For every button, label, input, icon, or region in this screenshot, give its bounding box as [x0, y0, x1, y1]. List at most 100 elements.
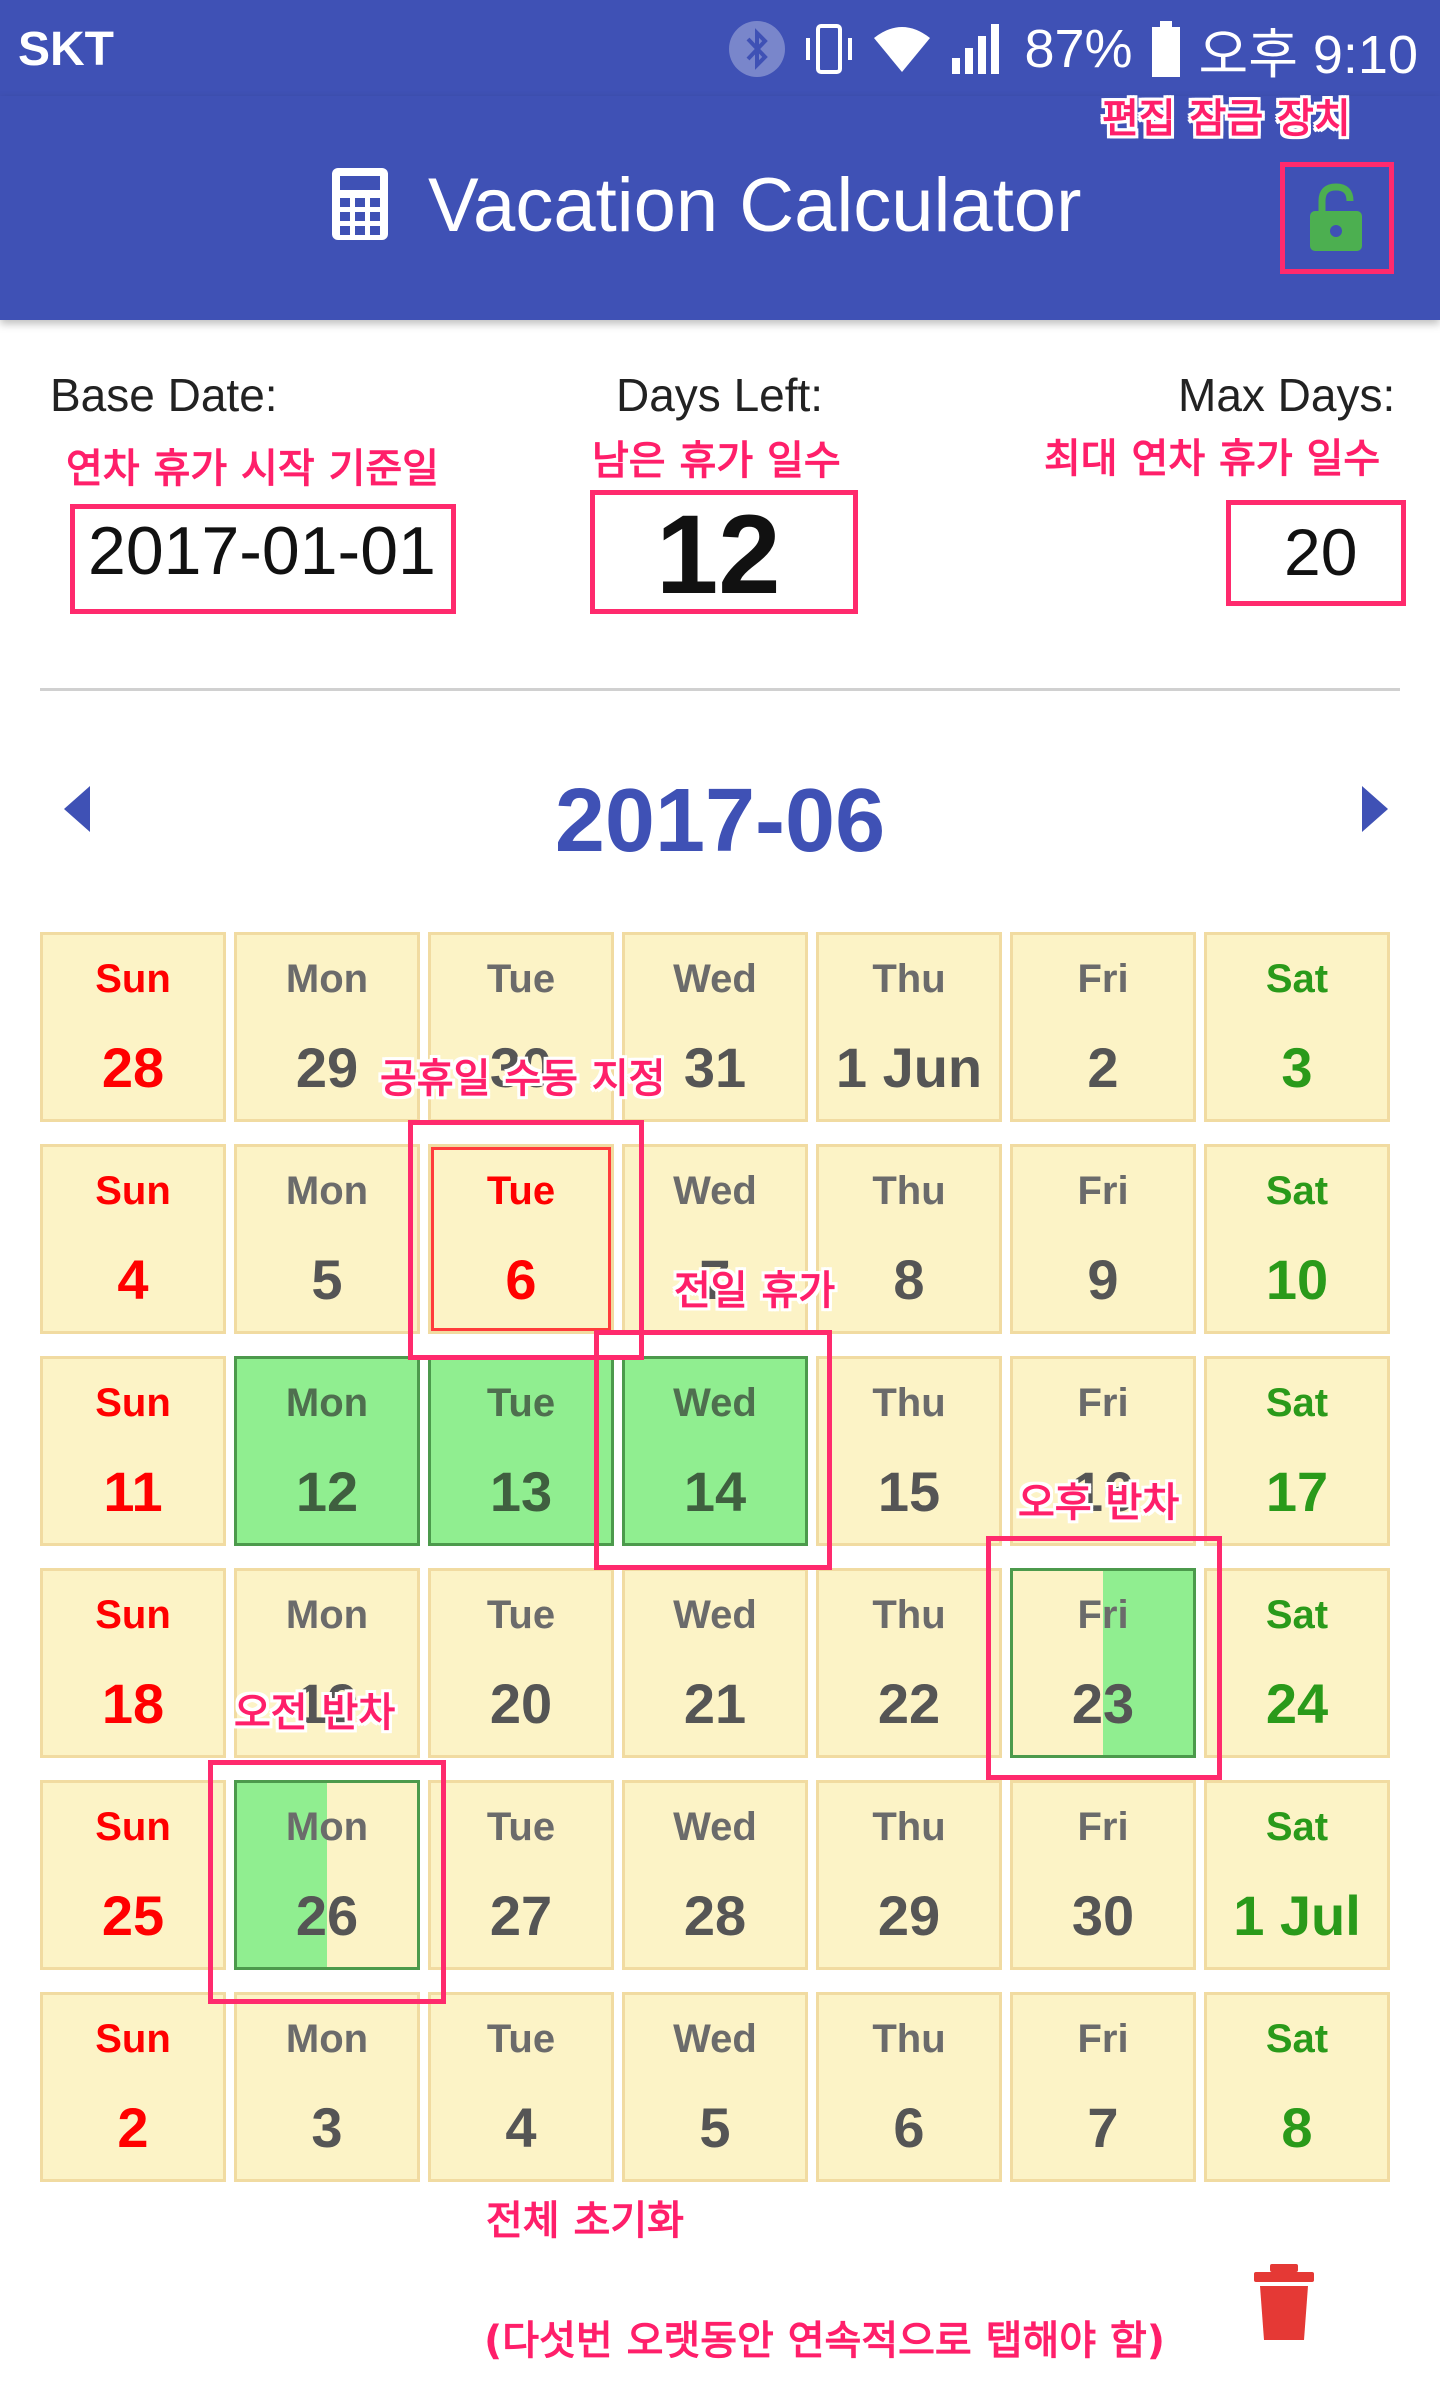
- calendar-day-cell[interactable]: Sun 18: [40, 1568, 226, 1758]
- calendar-day-cell[interactable]: Sat 8: [1204, 1992, 1390, 2182]
- wifi-icon: [872, 24, 932, 74]
- app-title: Vacation Calculator: [428, 163, 1082, 248]
- app-bar: Vacation Calculator: [0, 96, 1440, 320]
- calendar-day-cell[interactable]: Mon 26: [234, 1780, 420, 1970]
- calendar-day-cell[interactable]: Fri 9: [1010, 1144, 1196, 1334]
- weekday-label: Fri: [1077, 1381, 1129, 1425]
- calendar-day-cell[interactable]: Thu 1 Jun: [816, 932, 1002, 1122]
- calendar-day-cell[interactable]: Fri 2: [1010, 932, 1196, 1122]
- battery-icon: [1151, 21, 1181, 77]
- day-number: 17: [1265, 1460, 1329, 1523]
- calendar-day-cell[interactable]: Sun 25: [40, 1780, 226, 1970]
- calendar-day-cell[interactable]: Fri 7: [1010, 1992, 1196, 2182]
- calendar-day-cell[interactable]: Wed 7: [622, 1144, 808, 1334]
- weekday-label: Wed: [673, 1381, 757, 1425]
- base-date-input[interactable]: 2017-01-01: [88, 513, 436, 589]
- edit-lock-button[interactable]: [1280, 162, 1392, 274]
- month-title: 2017-06: [554, 771, 886, 871]
- annotation-am-half: 오전 반차: [234, 1690, 396, 1736]
- calendar-day-cell[interactable]: Thu 29: [816, 1780, 1002, 1970]
- calendar-day-cell[interactable]: Sun 28: [40, 932, 226, 1122]
- calendar-day-cell[interactable]: Mon 5: [234, 1144, 420, 1334]
- battery-percent: 87%: [1024, 19, 1133, 79]
- weekday-label: Wed: [673, 1593, 757, 1637]
- weekday-label: Sun: [95, 2017, 171, 2061]
- calendar-day-cell[interactable]: Thu 8: [816, 1144, 1002, 1334]
- calendar-day-cell[interactable]: Sat 10: [1204, 1144, 1390, 1334]
- calendar-day-cell[interactable]: Fri 23: [1010, 1568, 1196, 1758]
- calendar-day-cell[interactable]: Fri 30: [1010, 1780, 1196, 1970]
- day-number: 18: [101, 1672, 165, 1735]
- calendar-day-cell[interactable]: Sun 4: [40, 1144, 226, 1334]
- day-number: 10: [1265, 1248, 1329, 1311]
- calendar-week: Sun 4 Mon 5 Tue 6 Wed 7 Thu 8 Fri 9 Sat 10: [40, 1144, 1400, 1340]
- calendar-day-cell[interactable]: Tue 30: [428, 932, 614, 1122]
- reset-all-button[interactable]: [1252, 2262, 1316, 2342]
- calendar-day-cell[interactable]: Mon 19: [234, 1568, 420, 1758]
- annotation-base-date: 연차 휴가 시작 기준일: [66, 446, 439, 492]
- calendar-day-cell[interactable]: Sat 1 Jul: [1204, 1780, 1390, 1970]
- calendar-day-cell[interactable]: Tue 20: [428, 1568, 614, 1758]
- day-number: 25: [101, 1884, 165, 1947]
- day-number: 31: [683, 1036, 747, 1099]
- day-number: 1 Jun: [835, 1036, 983, 1099]
- calendar-day-cell[interactable]: Wed 14: [622, 1356, 808, 1546]
- app-title-group: Vacation Calculator: [330, 162, 1081, 249]
- calendar-day-cell[interactable]: Tue 6: [428, 1144, 614, 1334]
- annotation-holiday: 공휴일 수동 지정: [380, 1056, 666, 1102]
- day-number: 2: [1087, 1036, 1119, 1099]
- prev-month-button[interactable]: [58, 784, 98, 834]
- day-number: 8: [893, 1248, 925, 1311]
- day-number: 22: [877, 1672, 941, 1735]
- day-number: 13: [489, 1460, 553, 1523]
- carrier-label: SKT: [18, 23, 114, 76]
- calendar-day-cell[interactable]: Thu 15: [816, 1356, 1002, 1546]
- weekday-label: Tue: [486, 957, 556, 1001]
- calendar-day-cell[interactable]: Sun 2: [40, 1992, 226, 2182]
- weekday-label: Mon: [285, 957, 369, 1001]
- calendar-day-cell[interactable]: Thu 6: [816, 1992, 1002, 2182]
- calendar-day-cell[interactable]: Sun 11: [40, 1356, 226, 1546]
- signal-icon: [950, 22, 1006, 76]
- calendar-day-cell[interactable]: Tue 4: [428, 1992, 614, 2182]
- weekday-label: Mon: [285, 1381, 369, 1425]
- weekday-label: Sun: [95, 1169, 171, 1213]
- lock-open-icon: [1310, 183, 1362, 251]
- calendar-day-cell[interactable]: Wed 21: [622, 1568, 808, 1758]
- day-number: 28: [101, 1036, 165, 1099]
- day-number: 6: [505, 1248, 537, 1311]
- status-icons: 87% 오후 9:10: [728, 14, 1418, 85]
- calendar-day-cell[interactable]: Tue 27: [428, 1780, 614, 1970]
- annotation-full-day: 전일 휴가: [674, 1268, 836, 1314]
- calendar-day-cell[interactable]: Tue 13: [428, 1356, 614, 1546]
- calendar-day-cell[interactable]: Mon 29: [234, 932, 420, 1122]
- calendar-day-cell[interactable]: Thu 22: [816, 1568, 1002, 1758]
- next-month-button[interactable]: [1354, 784, 1394, 834]
- weekday-label: Tue: [486, 1805, 556, 1849]
- max-days-label: Max Days:: [1178, 369, 1396, 421]
- calendar-day-cell[interactable]: Sat 3: [1204, 932, 1390, 1122]
- max-days-input[interactable]: 20: [1284, 515, 1358, 589]
- day-number: 1 Jul: [1233, 1884, 1361, 1947]
- calendar-day-cell[interactable]: Sat 24: [1204, 1568, 1390, 1758]
- weekday-label: Sat: [1265, 1593, 1329, 1637]
- clock: 오후 9:10: [1198, 24, 1418, 85]
- calendar-day-cell[interactable]: Sat 17: [1204, 1356, 1390, 1546]
- days-left-label: Days Left:: [616, 369, 824, 421]
- annotation-pm-half: 오후 반차: [1018, 1480, 1180, 1526]
- weekday-label: Tue: [486, 1593, 556, 1637]
- calendar-day-cell[interactable]: Wed 5: [622, 1992, 808, 2182]
- calendar-day-cell[interactable]: Wed 31: [622, 932, 808, 1122]
- calendar-day-cell[interactable]: Mon 12: [234, 1356, 420, 1546]
- weekday-label: Sun: [95, 957, 171, 1001]
- weekday-label: Sat: [1265, 1169, 1329, 1213]
- day-number: 12: [295, 1460, 359, 1523]
- weekday-label: Thu: [872, 1169, 946, 1213]
- calendar-day-cell[interactable]: Wed 28: [622, 1780, 808, 1970]
- day-number: 15: [877, 1460, 941, 1523]
- calendar-day-cell[interactable]: Mon 3: [234, 1992, 420, 2182]
- weekday-label: Wed: [673, 1805, 757, 1849]
- calendar-day-cell[interactable]: Fri 16: [1010, 1356, 1196, 1546]
- day-number: 9: [1087, 1248, 1119, 1311]
- weekday-label: Mon: [285, 1593, 369, 1637]
